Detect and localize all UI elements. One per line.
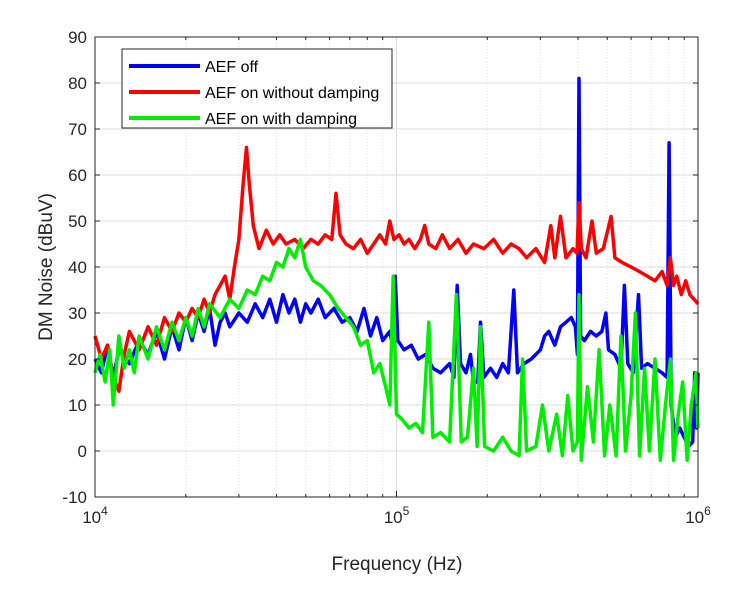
x-tick-base: 10: [685, 508, 704, 527]
series-line-aef-on-with-damping: [93, 237, 700, 462]
y-tick-label: 90: [68, 28, 87, 47]
x-tick-label: 104: [82, 504, 108, 527]
y-tick-label: 70: [68, 120, 87, 139]
y-tick-label: 60: [68, 166, 87, 185]
legend-label: AEF on without damping: [205, 85, 379, 102]
x-tick-base: 10: [384, 508, 403, 527]
y-tick-label: 20: [68, 350, 87, 369]
x-tick-exponent: 4: [101, 504, 108, 518]
y-tick-label: 40: [68, 258, 87, 277]
y-axis-label: DM Noise (dBuV): [36, 193, 57, 341]
y-tick-label: 10: [68, 396, 87, 415]
y-tick-label: -10: [62, 488, 87, 507]
legend-label: AEF on with damping: [205, 111, 357, 128]
legend-label: AEF off: [205, 59, 259, 76]
legend-box: [121, 48, 393, 129]
legend: AEF off AEF on without damping AEF on with…: [121, 48, 393, 129]
x-axis-ticks: 104 105 106: [82, 491, 711, 527]
y-tick-label: 0: [78, 442, 87, 461]
x-tick-exponent: 6: [704, 504, 711, 518]
y-axis-ticks: -10 0 10 20 30 40 50 60 70 80 90: [62, 28, 698, 507]
x-axis-label: Frequency (Hz): [332, 554, 463, 575]
y-tick-label: 80: [68, 74, 87, 93]
x-tick-label: 106: [685, 504, 711, 527]
x-tick-label: 105: [384, 504, 410, 527]
y-tick-label: 30: [68, 304, 87, 323]
series-lines: [93, 76, 700, 462]
series-line-aef-on-without-damping: [93, 145, 700, 393]
x-tick-exponent: 5: [403, 504, 410, 518]
y-tick-label: 50: [68, 212, 87, 231]
x-tick-base: 10: [82, 508, 101, 527]
